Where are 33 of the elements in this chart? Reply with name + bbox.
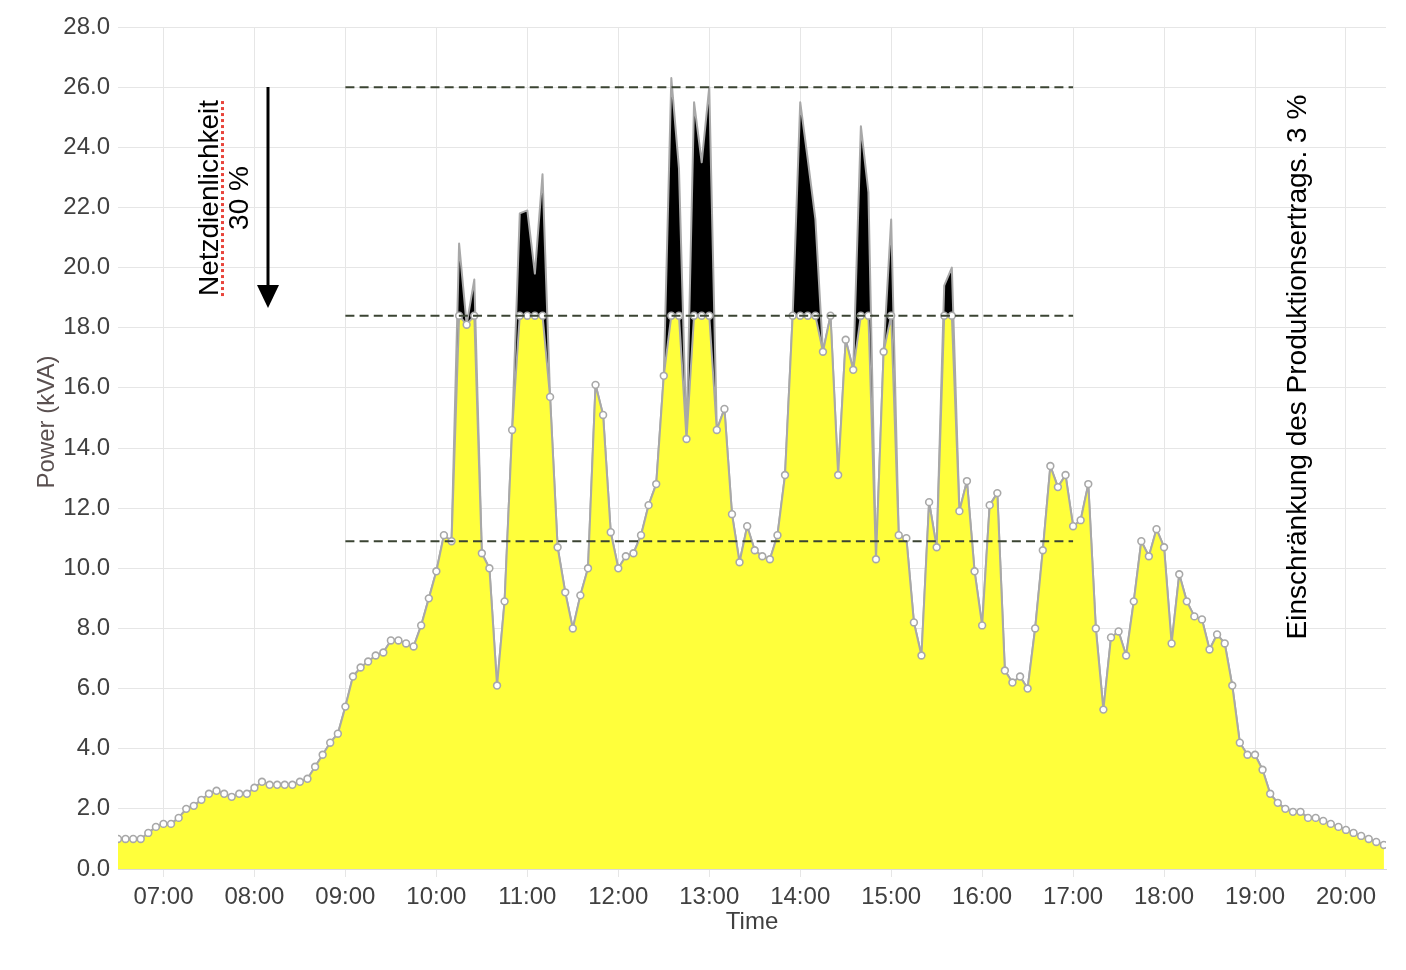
y-axis-title: Power (kVA) — [31, 355, 59, 489]
x-tick-label: 09:00 — [315, 882, 376, 910]
x-tick-label: 07:00 — [133, 882, 194, 910]
x-tick-label: 19:00 — [1224, 882, 1286, 910]
y-tick-label: 18.0 — [63, 312, 110, 340]
x-tick-label: 15:00 — [861, 882, 922, 910]
x-tick-label: 16:00 — [952, 882, 1013, 910]
y-tick-label: 0.0 — [76, 853, 110, 881]
annotation: Einschränkung des Produktionsertrags. 3 % — [1281, 94, 1312, 640]
x-tick-label: 13:00 — [679, 882, 740, 910]
y-tick-label: 28.0 — [63, 11, 110, 39]
y-tick-label: 22.0 — [63, 192, 110, 220]
y-tick-label: 26.0 — [63, 71, 110, 99]
y-tick-label: 8.0 — [76, 613, 110, 641]
y-tick-label: 24.0 — [63, 131, 110, 159]
y-tick-label: 10.0 — [63, 552, 110, 580]
x-tick-label: 14:00 — [770, 882, 831, 910]
y-tick-label: 16.0 — [63, 372, 110, 400]
x-tick-label: 10:00 — [406, 882, 467, 910]
y-tick-label: 6.0 — [76, 673, 110, 701]
y-tick-label: 20.0 — [63, 252, 110, 280]
y-tick-label: 2.0 — [76, 793, 110, 821]
x-tick-label: 08:00 — [224, 882, 285, 910]
x-tick-label: 18:00 — [1134, 882, 1195, 910]
y-tick-label: 14.0 — [63, 432, 110, 460]
x-axis-title: Time — [725, 907, 779, 935]
y-tick-label: 4.0 — [76, 733, 110, 761]
x-tick-label: 12:00 — [588, 882, 649, 910]
x-tick-label: 20:00 — [1315, 882, 1377, 910]
annotation: Netzdienlichkeit 30 % — [193, 99, 254, 297]
y-tick-label: 12.0 — [63, 492, 110, 520]
x-tick-label: 17:00 — [1043, 882, 1104, 910]
x-tick-label: 11:00 — [498, 882, 557, 910]
